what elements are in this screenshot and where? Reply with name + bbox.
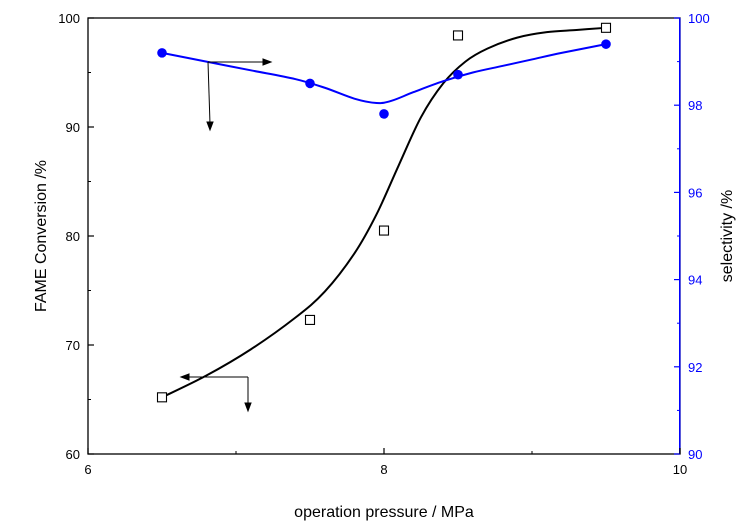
data-markers [156,22,612,403]
left-axis-ticks: 60 70 80 90 100 [58,11,94,462]
selectivity-point [453,69,463,80]
selectivity-point [157,48,167,58]
right-tick-label: 90 [688,447,702,462]
conversion-point [156,392,168,403]
left-tick-label: 80 [66,229,80,244]
x-axis-ticks: 6 8 10 [84,448,687,477]
right-tick-label: 94 [688,273,702,288]
selectivity-point [379,109,389,119]
arrow-conversion-to-left [179,373,252,413]
left-tick-label: 100 [58,11,80,26]
x-axis-label: operation pressure / MPa [294,504,474,521]
selectivity-point [601,39,611,49]
x-tick-label: 10 [673,462,687,477]
right-tick-label: 98 [688,98,702,113]
right-tick-label: 100 [688,11,710,26]
conversion-point [378,225,390,236]
left-axis-label: FAME Conversion /% [33,160,50,312]
conversion-point [600,22,612,33]
left-tick-label: 90 [66,120,80,135]
plot-frame [87,17,681,455]
right-axis-label: selectivity /% [719,190,736,282]
left-tick-label: 60 [66,447,80,462]
selectivity-point [305,78,315,89]
conversion-point [452,30,464,41]
conversion-fit-curve [161,26,607,399]
x-tick-label: 8 [380,462,387,477]
conversion-point [304,314,316,325]
left-tick-label: 70 [66,338,80,353]
selectivity-fit-curve [161,43,607,105]
right-tick-label: 96 [688,185,702,200]
arrow-selectivity-to-right [206,58,273,132]
fit-curves [161,26,607,399]
right-tick-label: 92 [688,360,702,375]
x-tick-label: 6 [84,462,91,477]
right-axis-ticks: 90 92 94 96 98 100 [674,11,710,462]
